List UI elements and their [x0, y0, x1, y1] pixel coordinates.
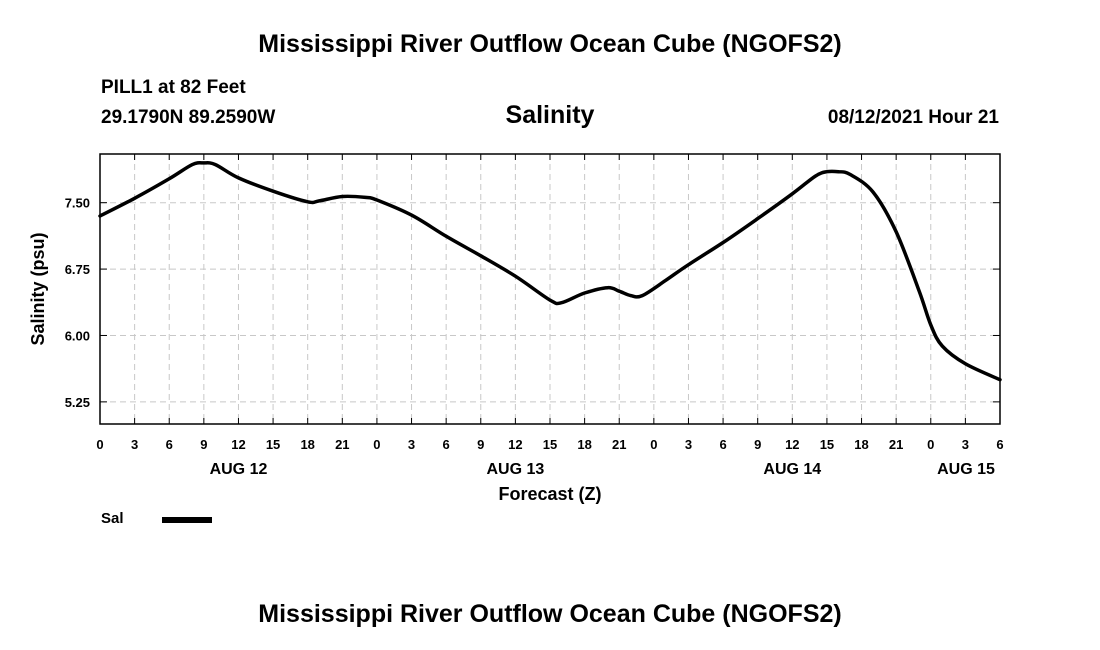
- axis-ticks: [99, 154, 1001, 424]
- station-label: PILL1 at 82 Feet: [101, 77, 246, 98]
- x-tick-label: 3: [962, 437, 969, 452]
- x-tick-label: 18: [854, 437, 868, 452]
- x-tick-label: 9: [200, 437, 207, 452]
- chart-title: Mississippi River Outflow Ocean Cube (NG…: [258, 30, 842, 58]
- x-tick-label: 12: [231, 437, 245, 452]
- x-tick-label: 12: [785, 437, 799, 452]
- x-tick-label: 6: [719, 437, 726, 452]
- y-tick-label: 7.50: [65, 196, 90, 211]
- x-tick-label: 21: [335, 437, 349, 452]
- x-tick-label: 12: [508, 437, 522, 452]
- date-label: AUG 15: [937, 461, 995, 478]
- forecast-datetime: 08/12/2021 Hour 21: [827, 107, 999, 128]
- x-tick-label: 18: [577, 437, 591, 452]
- series-layer: [98, 161, 1002, 382]
- series-line-sal: [98, 161, 1002, 382]
- x-tick-label: 15: [266, 437, 280, 452]
- y-tick-label: 5.25: [65, 395, 90, 410]
- x-tick-label: 18: [300, 437, 314, 452]
- plot-area-frame: [99, 153, 1001, 425]
- x-tick-label: 0: [373, 437, 380, 452]
- x-tick-label: 3: [408, 437, 415, 452]
- x-tick-label: 3: [131, 437, 138, 452]
- x-tick-label: 3: [685, 437, 692, 452]
- x-tick-label: 6: [443, 437, 450, 452]
- footer-title: Mississippi River Outflow Ocean Cube (NG…: [258, 600, 842, 628]
- x-tick-label: 6: [166, 437, 173, 452]
- date-label: AUG 12: [210, 461, 268, 478]
- x-tick-label: 15: [820, 437, 834, 452]
- legend-label: Sal: [101, 510, 124, 527]
- x-tick-label: 6: [996, 437, 1003, 452]
- legend-swatch: [162, 517, 212, 523]
- tick-labels: 0 3 6 9 12 15 18 21 0 3 6 9 12 15 18 21 0 3 6 9 12 15 18 21 0 3 6 5…: [65, 196, 1004, 478]
- x-tick-label: 15: [543, 437, 557, 452]
- y-axis-title: Salinity (psu): [28, 232, 48, 345]
- x-tick-label: 21: [889, 437, 903, 452]
- x-tick-label: 9: [477, 437, 484, 452]
- x-tick-label: 21: [612, 437, 626, 452]
- x-tick-label: 0: [96, 437, 103, 452]
- date-label: AUG 14: [763, 461, 821, 478]
- grid-lines: [100, 154, 1000, 424]
- y-tick-label: 6.75: [65, 262, 90, 277]
- x-tick-label: 0: [927, 437, 934, 452]
- date-label: AUG 13: [486, 461, 544, 478]
- x-tick-label: 0: [650, 437, 657, 452]
- x-axis-title: Forecast (Z): [498, 484, 601, 504]
- station-coordinates: 29.1790N 89.2590W: [101, 107, 276, 128]
- y-tick-label: 6.00: [65, 328, 90, 343]
- x-tick-label: 9: [754, 437, 761, 452]
- chart-subtitle: Salinity: [505, 101, 595, 129]
